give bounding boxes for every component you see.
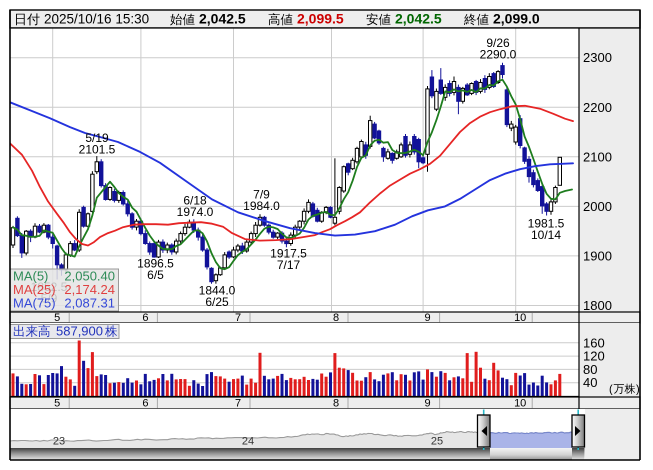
svg-text:5/19: 5/19 [85, 131, 109, 145]
svg-text:5: 5 [54, 398, 60, 410]
svg-text:2100: 2100 [583, 149, 612, 164]
svg-text:23: 23 [53, 436, 65, 448]
svg-text:MA(5): MA(5) [13, 269, 48, 284]
svg-text:MA(75): MA(75) [13, 296, 56, 311]
svg-text:10: 10 [514, 398, 526, 410]
svg-text:2,099.5: 2,099.5 [297, 11, 344, 27]
svg-text:10/14: 10/14 [531, 228, 561, 242]
svg-text:10: 10 [514, 312, 526, 324]
svg-text:2000: 2000 [583, 199, 612, 214]
svg-text:80: 80 [583, 362, 597, 377]
svg-text:2,050.40: 2,050.40 [64, 269, 115, 284]
svg-text:8: 8 [333, 312, 339, 324]
svg-text:1900: 1900 [583, 248, 612, 263]
svg-text:2290.0: 2290.0 [480, 48, 517, 62]
svg-text:7: 7 [235, 398, 241, 410]
svg-text:6/25: 6/25 [205, 295, 229, 309]
svg-text:1896.5: 1896.5 [137, 257, 174, 271]
svg-text:2200: 2200 [583, 100, 612, 115]
svg-text:2300: 2300 [583, 50, 612, 65]
svg-text:5: 5 [54, 312, 60, 324]
svg-text:2,087.31: 2,087.31 [64, 296, 115, 311]
svg-text:8: 8 [333, 398, 339, 410]
svg-text:2,042.5: 2,042.5 [199, 11, 246, 27]
svg-text:): ) [636, 384, 640, 396]
svg-text:6: 6 [142, 312, 148, 324]
svg-text:1844.0: 1844.0 [199, 284, 236, 298]
svg-text:9/26: 9/26 [486, 36, 510, 50]
svg-text:1981.5: 1981.5 [528, 217, 565, 231]
svg-text:1984.0: 1984.0 [243, 199, 280, 213]
svg-text:(: ( [609, 384, 613, 396]
svg-text:2,174.24: 2,174.24 [64, 282, 115, 297]
svg-text:MA(25): MA(25) [13, 282, 56, 297]
svg-text:9: 9 [425, 312, 431, 324]
svg-text:1917.5: 1917.5 [270, 247, 307, 261]
svg-text:120: 120 [583, 349, 605, 364]
svg-text:160: 160 [583, 335, 605, 350]
svg-text:7/9: 7/9 [253, 188, 270, 202]
svg-text:1974.0: 1974.0 [177, 205, 214, 219]
svg-text:2,042.5: 2,042.5 [395, 11, 442, 27]
svg-text:9: 9 [425, 398, 431, 410]
svg-text:2025/10/16 15:30: 2025/10/16 15:30 [44, 12, 149, 27]
svg-text:2101.5: 2101.5 [79, 142, 116, 156]
svg-text:6/5: 6/5 [147, 268, 164, 282]
svg-text:6/18: 6/18 [183, 194, 207, 208]
svg-text:25: 25 [431, 436, 443, 448]
svg-text:6: 6 [142, 398, 148, 410]
svg-text:1800: 1800 [583, 298, 612, 313]
svg-text:2,099.0: 2,099.0 [493, 11, 540, 27]
svg-text:40: 40 [583, 375, 597, 390]
svg-text:7/17: 7/17 [277, 258, 301, 272]
svg-text:7: 7 [235, 312, 241, 324]
svg-text:587,900: 587,900 [56, 324, 103, 339]
svg-text:24: 24 [242, 436, 254, 448]
